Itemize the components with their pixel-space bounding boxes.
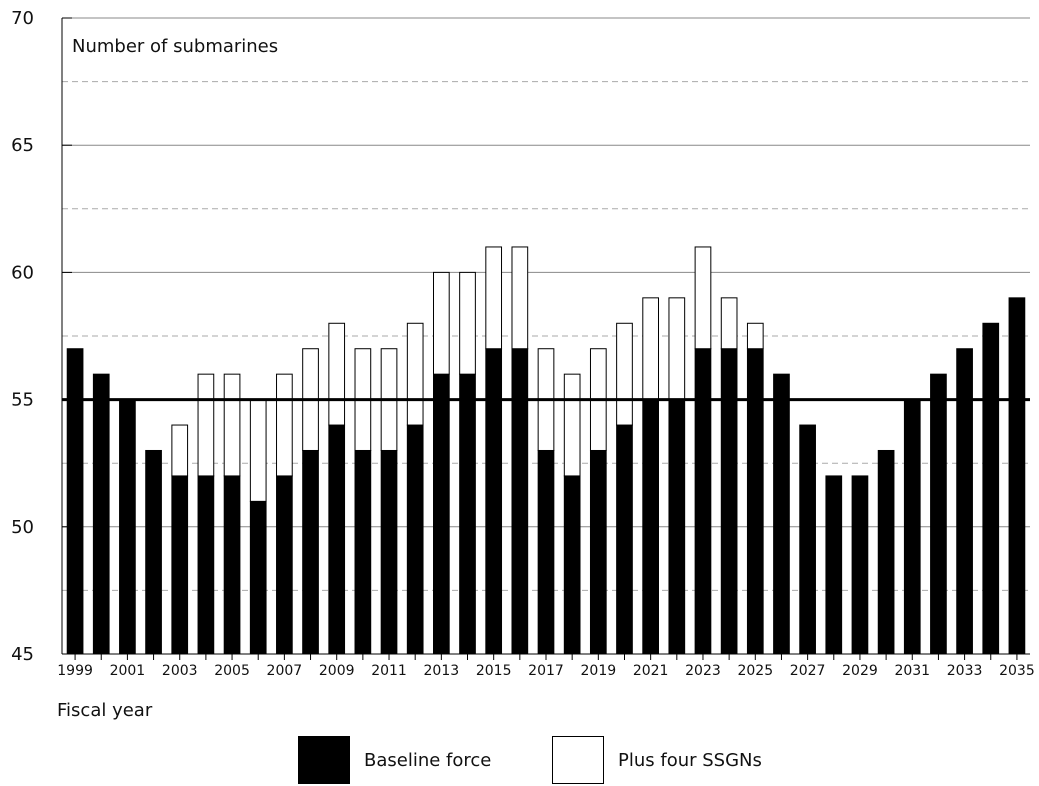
bar-baseline-2004 (197, 475, 215, 655)
bar-baseline-2017 (537, 449, 555, 655)
x-tick-label-1999: 1999 (57, 663, 93, 679)
bar-baseline-2005 (223, 475, 241, 655)
bar-baseline-2008 (302, 449, 319, 655)
x-tick-label-2029: 2029 (842, 663, 878, 679)
x-tick-label-2033: 2033 (947, 663, 983, 679)
bar-baseline-2027 (799, 424, 816, 655)
bar-ssgn-2006 (249, 399, 267, 502)
bar-ssgn-2021 (642, 297, 659, 401)
bar-ssgn-2015 (485, 246, 503, 350)
bar-baseline-2014 (459, 373, 476, 655)
y-tick-label-65: 65 (11, 135, 34, 156)
bar-baseline-2020 (616, 424, 633, 655)
bar-baseline-2033 (956, 348, 973, 655)
legend-swatch-baseline (298, 736, 350, 784)
x-axis-title: Fiscal year (57, 700, 153, 721)
bar-ssgn-2012 (406, 322, 424, 426)
legend-item-ssgn: Plus four SSGNs (552, 735, 762, 785)
bar-baseline-2009 (328, 424, 346, 655)
x-tick-label-2001: 2001 (110, 663, 146, 679)
bar-ssgn-2025 (746, 322, 764, 350)
x-tick-label-2009: 2009 (319, 663, 355, 679)
legend-item-baseline: Baseline force (298, 735, 491, 785)
bar-baseline-2035 (1008, 297, 1026, 655)
bar-baseline-2011 (380, 449, 398, 655)
legend: Baseline force Plus four SSGNs (298, 735, 818, 785)
bar-baseline-2032 (930, 373, 947, 655)
x-tick-label-2007: 2007 (267, 663, 303, 679)
bar-baseline-2025 (746, 348, 764, 655)
bar-chart: 45 50 55 60 65 70 1999 2001 2003 2005 2007 2009 2011… (11, 8, 1035, 721)
bar-ssgn-2023 (694, 246, 712, 350)
bar-ssgn-2003 (171, 424, 189, 477)
bar-baseline-2028 (825, 475, 843, 655)
bar-baseline-2003 (171, 475, 189, 655)
x-tick-label-2031: 2031 (894, 663, 930, 679)
bar-baseline-2034 (982, 322, 1000, 655)
bar-baseline-2023 (694, 348, 712, 655)
bar-ssgn-2004 (197, 373, 215, 477)
legend-label-baseline: Baseline force (364, 749, 492, 771)
x-tick-label-2021: 2021 (633, 663, 669, 679)
bar-ssgn-2022 (668, 297, 686, 401)
bar-ssgn-2024 (720, 297, 738, 350)
bar-baseline-2010 (354, 449, 372, 655)
x-tick-label-2003: 2003 (162, 663, 198, 679)
x-tick-label-2019: 2019 (581, 663, 617, 679)
bar-baseline-2024 (720, 348, 738, 655)
bar-baseline-2013 (433, 373, 450, 655)
x-tick-label-2015: 2015 (476, 663, 512, 679)
x-tick-label-2013: 2013 (424, 663, 460, 679)
y-tick-label-55: 55 (11, 390, 34, 411)
bar-baseline-1999 (66, 348, 84, 655)
bar-ssgn-2018 (563, 373, 581, 477)
x-tick-label-2035: 2035 (999, 663, 1035, 679)
bar-baseline-2006 (249, 500, 267, 655)
x-tick-label-2023: 2023 (685, 663, 721, 679)
x-tick-label-2025: 2025 (737, 663, 773, 679)
bars (66, 246, 1026, 655)
bar-baseline-2031 (903, 399, 921, 655)
bar-ssgn-2014 (459, 271, 476, 375)
x-tick-label-2005: 2005 (214, 663, 250, 679)
bar-baseline-2022 (668, 399, 686, 655)
bar-ssgn-2016 (511, 246, 529, 350)
bar-ssgn-2009 (328, 322, 346, 426)
y-tick-label-50: 50 (11, 517, 34, 538)
bar-ssgn-2020 (616, 322, 633, 426)
bar-baseline-2026 (773, 373, 790, 655)
bar-baseline-2030 (877, 449, 895, 655)
bar-ssgn-2005 (223, 373, 241, 477)
x-tick-label-2017: 2017 (528, 663, 564, 679)
bar-baseline-2029 (851, 475, 869, 655)
bar-baseline-2016 (511, 348, 529, 655)
x-tick-label-2027: 2027 (790, 663, 826, 679)
bar-ssgn-2007 (276, 373, 293, 477)
bar-baseline-2000 (92, 373, 110, 655)
bar-baseline-2019 (589, 449, 607, 655)
y-axis-title: Number of submarines (72, 36, 278, 57)
bar-baseline-2018 (563, 475, 581, 655)
bar-baseline-2001 (119, 399, 136, 655)
bar-baseline-2021 (642, 399, 659, 655)
axes: 45 50 55 60 65 70 1999 2001 2003 2005 2007 2009 2011… (11, 8, 1035, 679)
bar-baseline-2012 (406, 424, 424, 655)
bar-baseline-2002 (145, 449, 162, 655)
legend-label-ssgn: Plus four SSGNs (618, 749, 762, 771)
bar-ssgn-2013 (433, 271, 450, 375)
x-tick-label-2011: 2011 (371, 663, 407, 679)
y-tick-label-70: 70 (11, 8, 34, 29)
legend-swatch-ssgn (552, 736, 604, 784)
bar-baseline-2015 (485, 348, 503, 655)
bar-baseline-2007 (276, 475, 293, 655)
y-tick-label-60: 60 (11, 262, 34, 283)
y-tick-label-45: 45 (11, 644, 34, 665)
